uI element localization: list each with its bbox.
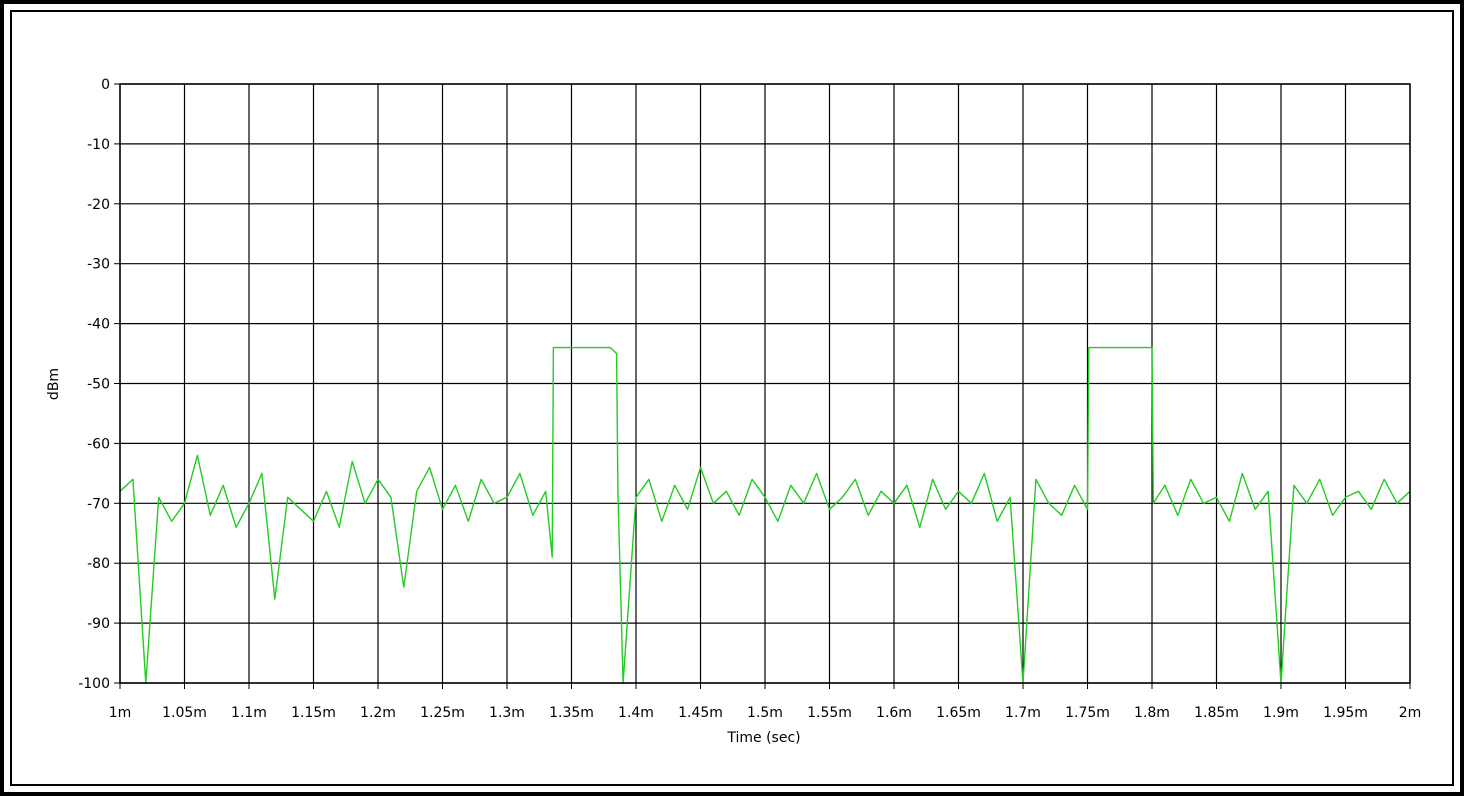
y-tick-label: 0 (101, 77, 110, 93)
y-tick-label: -90 (87, 616, 110, 632)
x-tick-label: 1.35m (549, 705, 594, 721)
y-axis-label: dBm (46, 368, 62, 400)
series-layer (119, 346, 1411, 684)
y-tick-label: -80 (87, 556, 110, 572)
x-tick-label: 1.2m (360, 705, 396, 721)
x-axis-label: Time (sec) (726, 730, 800, 746)
x-tick-label: 1.55m (807, 705, 852, 721)
x-tick-label: 1.25m (420, 705, 465, 721)
x-tick-label: 1.9m (1263, 705, 1299, 721)
x-tick-label: 1.5m (747, 705, 783, 721)
y-tick-labels: 0 -10 -20 -30 -40 -50 -60 -70 -80 -90 -100 (78, 77, 110, 692)
x-tick-label: 1.6m (876, 705, 912, 721)
axes (114, 83, 1411, 689)
y-tick-label: -60 (87, 436, 110, 452)
y-tick-label: -100 (78, 676, 110, 692)
x-tick-label: 1.15m (291, 705, 336, 721)
x-tick-label: 1m (109, 705, 132, 721)
y-tick-label: -40 (87, 317, 110, 333)
y-tick-label: -30 (87, 257, 110, 273)
series-line-0 (119, 346, 1411, 684)
chart-frame-inner (10, 10, 1454, 786)
x-tick-label: 1.45m (678, 705, 723, 721)
x-tick-label: 1.05m (162, 705, 207, 721)
x-tick-label: 1.75m (1065, 705, 1110, 721)
x-tick-label: 1.7m (1005, 705, 1041, 721)
x-tick-label: 1.8m (1134, 705, 1170, 721)
x-tick-label: 1.85m (1194, 705, 1239, 721)
y-tick-label: -10 (87, 137, 110, 153)
x-tick-label: 1.95m (1323, 705, 1368, 721)
x-tick-labels: 1m 1.05m 1.1m 1.15m 1.2m 1.25m 1.3m 1.35m 1.4m 1.… (109, 705, 1422, 721)
y-tick-label: -50 (87, 377, 110, 393)
y-tick-label: -70 (87, 496, 110, 512)
x-tick-label: 2m (1399, 705, 1422, 721)
x-tick-label: 1.1m (231, 705, 267, 721)
x-tick-label: 1.3m (489, 705, 525, 721)
y-tick-label: -20 (87, 197, 110, 213)
x-tick-label: 1.65m (936, 705, 981, 721)
x-tick-label: 1.4m (618, 705, 654, 721)
grid (119, 83, 1411, 684)
